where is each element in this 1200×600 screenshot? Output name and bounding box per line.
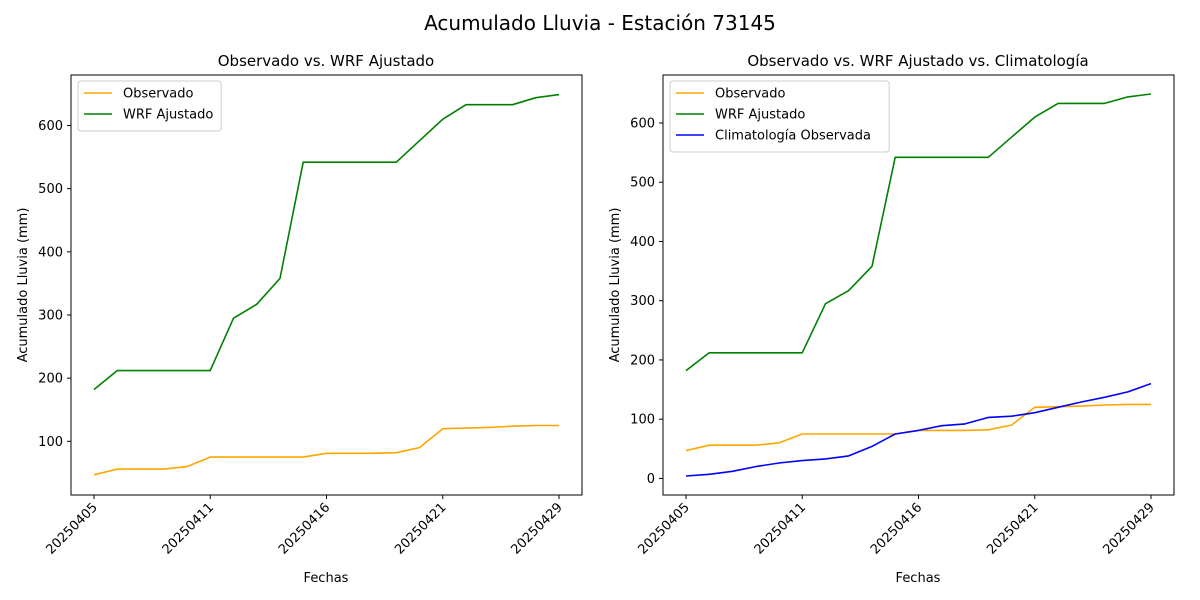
chart-left-ticks: 100 200 300 400 500 600 20250405 20250411 202504… bbox=[38, 119, 566, 558]
chart-left-xtick-label: 20250416 bbox=[276, 500, 333, 557]
chart-right-xtick-label: 20250411 bbox=[752, 500, 809, 557]
figure-suptitle: Acumulado Lluvia - Estación 73145 bbox=[424, 11, 776, 35]
chart-right-legend: Observado WRF Ajustado Climatología Observ… bbox=[669, 80, 890, 153]
chart-right-xtick-label: 20250429 bbox=[1100, 500, 1157, 557]
chart-right-xtick-label: 20250416 bbox=[868, 500, 925, 557]
chart-right-ticks: 0 100 200 300 400 500 600 20250405 20250411 20250… bbox=[630, 116, 1158, 557]
chart-right-legend-label-wrf-ajustado: WRF Ajustado bbox=[715, 108, 805, 123]
chart-right-ytick-label: 0 bbox=[647, 472, 655, 487]
chart-left-ytick-label: 300 bbox=[38, 309, 63, 324]
chart-left-ytick-label: 600 bbox=[38, 119, 63, 134]
chart-right-ytick-label: 200 bbox=[630, 353, 655, 368]
chart-right-ytick-label: 300 bbox=[630, 294, 655, 309]
chart-right-ytick-label: 500 bbox=[630, 176, 655, 191]
chart-left-ytick-label: 200 bbox=[38, 372, 63, 387]
chart-right: Observado vs. WRF Ajustado vs. Climatolo… bbox=[608, 52, 1175, 586]
chart-left-legend-frame bbox=[77, 80, 222, 132]
chart-left-ytick-label: 400 bbox=[38, 245, 63, 260]
chart-left-ytick-label: 500 bbox=[38, 182, 63, 197]
chart-left-legend: Observado WRF Ajustado bbox=[77, 80, 222, 132]
chart-left-lines bbox=[93, 93, 560, 476]
chart-right-ytick-label: 600 bbox=[630, 116, 655, 131]
chart-right-series-observado bbox=[685, 403, 1151, 452]
chart-left-series-wrf-ajustado bbox=[93, 93, 560, 391]
chart-left-series-observado bbox=[93, 424, 559, 476]
chart-right-xtick-label: 20250421 bbox=[984, 500, 1041, 557]
chart-right-ytick-label: 400 bbox=[630, 235, 655, 250]
chart-left-title: Observado vs. WRF Ajustado bbox=[218, 52, 434, 70]
chart-right-ylabel: Acumulado Lluvia (mm) bbox=[608, 208, 623, 363]
chart-right-ytick-label: 100 bbox=[630, 413, 655, 428]
chart-left-xlabel: Fechas bbox=[304, 571, 349, 586]
chart-right-series-wrf-ajustado bbox=[685, 93, 1152, 372]
chart-left-ytick-label: 100 bbox=[38, 435, 63, 450]
chart-right-lines bbox=[685, 93, 1152, 477]
chart-right-legend-frame bbox=[669, 80, 890, 153]
chart-left-xtick-label: 20250429 bbox=[508, 500, 565, 557]
chart-left-xtick-label: 20250405 bbox=[43, 500, 100, 557]
chart-right-axes-frame bbox=[662, 74, 1175, 496]
chart-right-xlabel: Fechas bbox=[896, 571, 941, 586]
chart-right-xtick-label: 20250405 bbox=[635, 500, 692, 557]
chart-left-xtick-label: 20250421 bbox=[392, 500, 449, 557]
chart-right-legend-label-climatologia-observada: Climatología Observada bbox=[715, 129, 871, 144]
chart-right-title: Observado vs. WRF Ajustado vs. Climatolo… bbox=[747, 52, 1088, 70]
chart-left-legend-label-observado: Observado bbox=[123, 87, 194, 102]
chart-left: Observado vs. WRF Ajustado Fechas Acumul… bbox=[16, 52, 583, 586]
chart-left-xtick-label: 20250411 bbox=[160, 500, 217, 557]
chart-right-series-climatologia-observada bbox=[685, 382, 1152, 477]
chart-left-axes-frame bbox=[70, 74, 583, 496]
chart-left-legend-label-wrf-ajustado: WRF Ajustado bbox=[123, 108, 213, 123]
chart-right-legend-label-observado: Observado bbox=[715, 87, 786, 102]
chart-left-ylabel: Acumulado Lluvia (mm) bbox=[16, 208, 31, 363]
